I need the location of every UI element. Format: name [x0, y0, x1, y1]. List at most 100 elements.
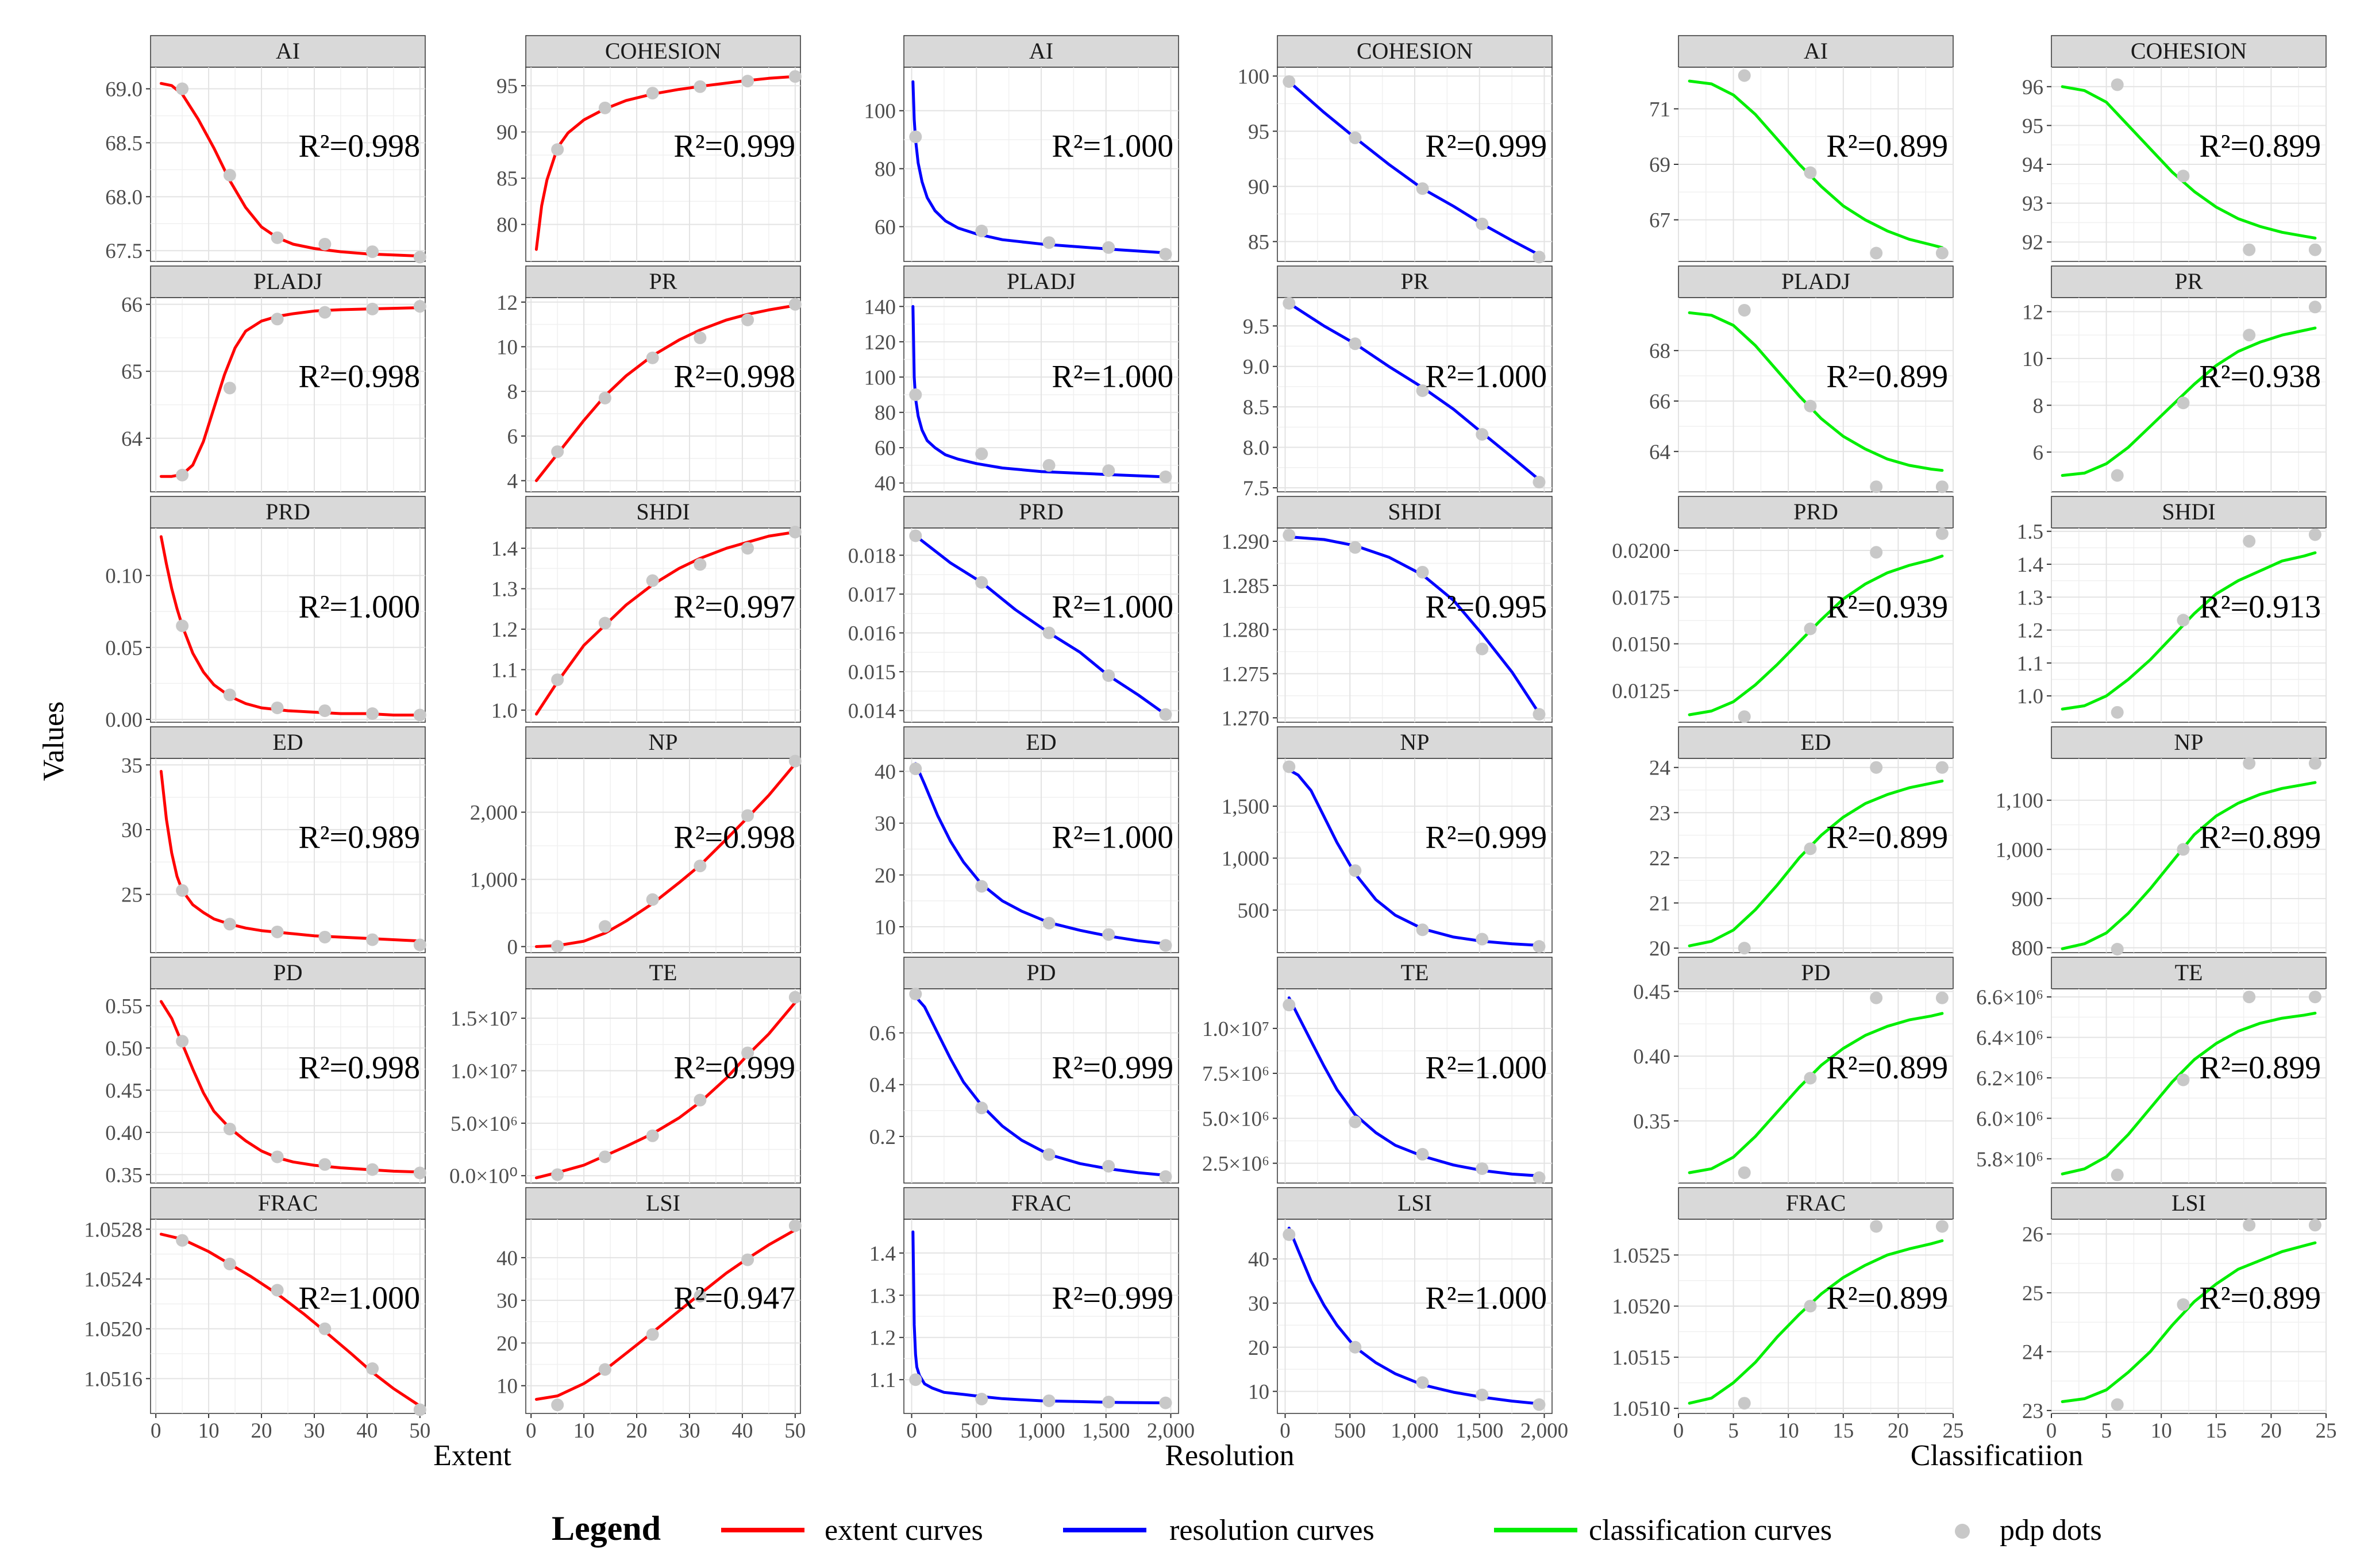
strip-ed-r3-c2	[903, 726, 1179, 759]
r2-label-shdi-r2-c1: R²=0.997	[673, 589, 795, 625]
y-tick-label: 1.3	[2017, 586, 2043, 610]
panel-np-r3-c3: NP 500 1,000 1,500 R²=0.999	[1222, 726, 1553, 953]
panel-ed-r3-c4: ED 20 21 22 23 24 R²=0.899	[1649, 726, 1954, 961]
y-tick-label: 10	[1248, 1381, 1269, 1404]
pdp-dot-pd-r4-c4	[1935, 991, 1949, 1004]
strip-label-frac-r5-c2: FRAC	[1011, 1190, 1072, 1216]
r2-label-pr-r1-c3: R²=1.000	[1425, 359, 1547, 394]
y-tick-label: 1.2	[869, 1327, 896, 1350]
strip-cohesion-r0-c1	[525, 35, 801, 68]
x-tick-label: 0	[2046, 1419, 2057, 1443]
y-tick-label: 1.4	[491, 537, 518, 561]
x-tick-label: 5	[1728, 1419, 1739, 1443]
strip-lsi-r5-c1	[525, 1187, 801, 1220]
pdp-dot-cohesion-r0-c5	[2308, 243, 2321, 256]
pdp-dot-frac-r5-c2	[975, 1393, 988, 1406]
y-tick-label: 8	[2033, 394, 2044, 418]
y-tick-label: 60	[875, 437, 896, 460]
panel-te-r4-c5: TE 5.8×10⁶ 6.0×10⁶ 6.2×10⁶ 6.4×10⁶ 6.6×10⁶ R²=…	[1976, 957, 2327, 1184]
strip-te-r4-c1	[525, 957, 801, 989]
strip-cohesion-r0-c3	[1277, 35, 1553, 68]
pdp-dot-pr-r1-c5	[2111, 469, 2124, 482]
curve-ed-r3-c4	[1688, 779, 1944, 947]
pdp-dot-pladj-r1-c0	[366, 302, 379, 315]
y-tick-label: 60	[875, 215, 896, 239]
pdp-dot-cohesion-r0-c3	[1416, 182, 1429, 195]
r2-label-shdi-r2-c5: R²=0.913	[2199, 589, 2321, 625]
pdp-dot-lsi-r5-c3	[1476, 1388, 1489, 1401]
strip-pr-r1-c1	[525, 265, 801, 298]
y-tick-label: 20	[496, 1332, 518, 1355]
panel-pladj-r1-c0: PLADJ 64 65 66 R²=0.998	[121, 265, 426, 492]
pdp-dot-te-r4-c1	[598, 1150, 611, 1164]
y-tick-label: 1,500	[1222, 795, 1269, 819]
y-tick-label: 90	[496, 121, 518, 145]
y-tick-label: 1.0515	[1612, 1346, 1670, 1370]
y-tick-label: 800	[2012, 937, 2044, 960]
pdp-dot-pr-r1-c1	[788, 298, 802, 311]
y-tick-label: 2,000	[470, 802, 518, 825]
x-tick-label: 5	[2101, 1419, 2112, 1443]
strip-np-r3-c1	[525, 726, 801, 759]
panel-pd-r4-c0: PD 0.35 0.40 0.45 0.50 0.55 R²=0.998	[105, 957, 426, 1187]
pdp-dot-pd-r4-c0	[318, 1158, 332, 1171]
y-tick-label: 100	[864, 366, 896, 390]
strip-label-te-r4-c5: TE	[2175, 960, 2203, 985]
y-tick-label: 6.4×10⁶	[1976, 1027, 2043, 1050]
pdp-dot-shdi-r2-c3	[1349, 541, 1362, 554]
pdp-dot-np-r3-c3	[1349, 864, 1362, 877]
pdp-dot-pladj-r1-c4	[1738, 303, 1751, 317]
x-tick-label: 2,000	[1520, 1419, 1568, 1443]
pdp-dot-np-r3-c1	[741, 809, 754, 822]
pdp-dot-pladj-r1-c0	[176, 468, 189, 481]
y-tick-label: 5.0×10⁶	[451, 1112, 518, 1136]
legend-label-extent: extent curves	[825, 1514, 983, 1547]
x-axis-title-extent: Extent	[433, 1439, 511, 1472]
strip-pr-r1-c3	[1277, 265, 1553, 298]
strip-frac-r5-c4	[1678, 1187, 1954, 1220]
strip-label-ai-r0-c2: AI	[1029, 38, 1053, 64]
y-tick-label: 5.8×10⁶	[1976, 1148, 2043, 1172]
pdp-dot-cohesion-r0-c1	[646, 87, 659, 100]
pdp-dot-ai-r0-c2	[909, 130, 922, 144]
pdp-dot-pladj-r1-c4	[1870, 480, 1883, 494]
strip-label-pd-r4-c2: PD	[1026, 960, 1056, 985]
panel-np-r3-c1: NP 0 1,000 2,000 R²=0.998	[470, 726, 802, 959]
pdp-dot-np-r3-c3	[1533, 940, 1546, 953]
y-tick-label: 67.5	[105, 240, 143, 263]
strip-label-prd-r2-c4: PRD	[1793, 499, 1838, 525]
r2-label-cohesion-r0-c1: R²=0.999	[673, 128, 795, 164]
panel-prd-r2-c2: PRD 0.014 0.015 0.016 0.017 0.018 R²=1.000	[848, 496, 1179, 723]
x-tick-label: 30	[303, 1419, 325, 1443]
pdp-dot-pd-r4-c0	[223, 1122, 236, 1135]
y-tick-label: 0.10	[105, 565, 143, 588]
y-tick-label: 22	[1649, 847, 1670, 870]
pdp-dot-cohesion-r0-c3	[1476, 217, 1489, 230]
pdp-dot-shdi-r2-c1	[551, 673, 564, 687]
strip-frac-r5-c2	[903, 1187, 1179, 1220]
pdp-dot-frac-r5-c4	[1804, 1300, 1817, 1313]
curve-cohesion-r0-c1	[534, 75, 797, 251]
pdp-dot-lsi-r5-c5	[2243, 1219, 2256, 1232]
pdp-dot-ed-r3-c4	[1738, 942, 1751, 955]
y-tick-label: 6	[2033, 441, 2044, 465]
y-tick-label: 1.4	[2017, 553, 2043, 577]
y-tick-label: 69.0	[105, 78, 143, 102]
pdp-dot-lsi-r5-c1	[788, 1219, 802, 1232]
x-tick-label: 40	[731, 1419, 753, 1443]
pdp-dot-prd-r2-c2	[909, 529, 922, 542]
pdp-dot-np-r3-c1	[694, 860, 707, 873]
pdp-dot-pr-r1-c3	[1416, 384, 1429, 397]
y-tick-label: 0.50	[105, 1037, 143, 1061]
curve-np-r3-c5	[2061, 781, 2317, 950]
r2-label-pladj-r1-c4: R²=0.899	[1826, 359, 1948, 394]
pdp-dot-ai-r0-c2	[1159, 248, 1172, 261]
r2-label-te-r4-c5: R²=0.899	[2199, 1050, 2321, 1085]
curve-pladj-r1-c0	[159, 306, 422, 478]
y-tick-label: 64	[121, 427, 143, 451]
strip-cohesion-r0-c5	[2051, 35, 2327, 68]
curve-shdi-r2-c5	[2061, 551, 2317, 711]
r2-label-frac-r5-c2: R²=0.999	[1052, 1280, 1173, 1316]
pdp-dot-pd-r4-c2	[909, 988, 922, 1001]
pdp-dot-prd-r2-c0	[223, 688, 236, 702]
